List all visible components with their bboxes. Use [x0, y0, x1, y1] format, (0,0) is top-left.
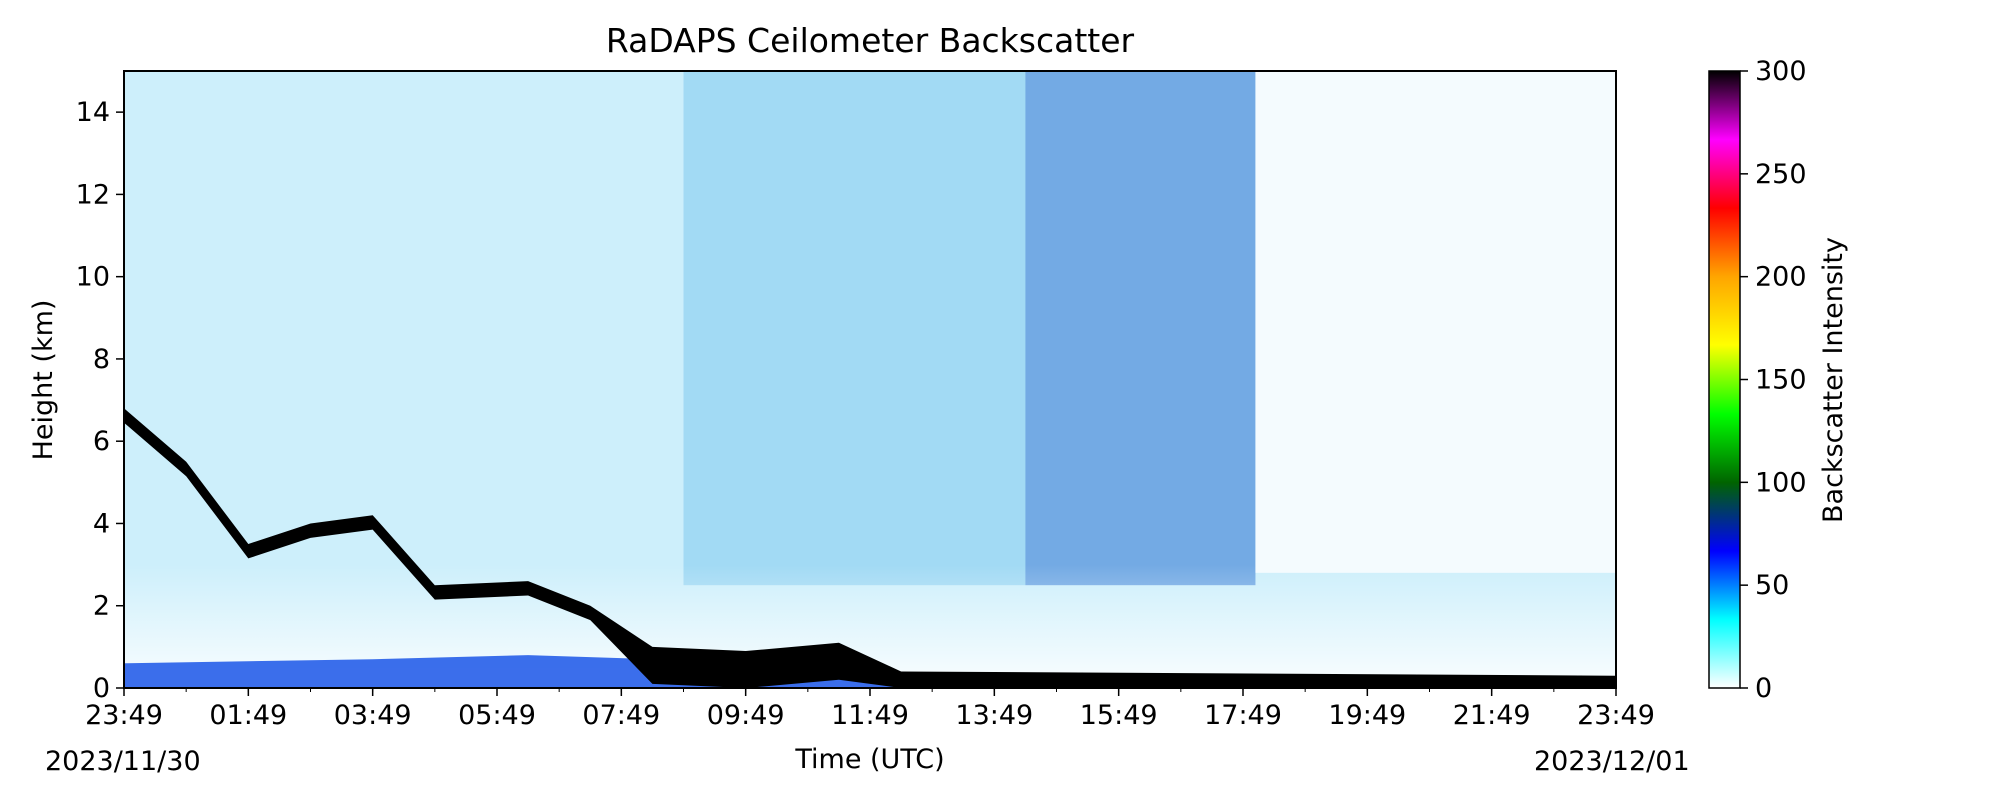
x-axis-label: Time (UTC)	[794, 744, 944, 775]
y-axis: 0 2 4 6 8 10 12 14	[76, 97, 124, 704]
x-tick-label: 07:49	[582, 700, 660, 731]
x-tick-label: 03:49	[334, 700, 412, 731]
colorbar-tick-label: 100	[1755, 467, 1807, 498]
y-tick-label: 2	[93, 591, 110, 622]
end-date-label: 2023/12/01	[1534, 746, 1690, 777]
noise-band	[683, 71, 1256, 586]
colorbar-tick-label: 0	[1755, 673, 1772, 704]
x-tick-label: 21:49	[1453, 700, 1531, 731]
colorbar-tick-label: 250	[1755, 159, 1807, 190]
x-tick-label: 23:49	[85, 700, 163, 731]
y-tick-label: 14	[76, 97, 110, 128]
colorbar-tick-label: 300	[1755, 56, 1807, 87]
x-tick-label: 05:49	[458, 700, 536, 731]
x-tick-label: 11:49	[831, 700, 909, 731]
chart-title: RaDAPS Ceilometer Backscatter	[606, 21, 1135, 60]
colorbar: 0 50 100 150 200 250 300	[1708, 56, 1807, 704]
colorbar-tick-label: 150	[1755, 365, 1807, 396]
colorbar-label: Backscatter Intensity	[1818, 237, 1849, 523]
x-tick-label: 01:49	[209, 700, 287, 731]
noise-band	[1025, 71, 1256, 586]
y-tick-label: 0	[93, 673, 110, 704]
x-tick-label: 15:49	[1080, 700, 1158, 731]
backscatter-heatmap	[124, 71, 1616, 688]
colorbar-tick-label: 50	[1755, 570, 1789, 601]
colorbar-ticks: 0 50 100 150 200 250 300	[1740, 56, 1807, 704]
y-tick-label: 8	[93, 344, 110, 375]
colorbar-tick-label: 200	[1755, 262, 1807, 293]
y-tick-label: 12	[76, 179, 110, 210]
y-tick-label: 4	[93, 508, 110, 539]
y-tick-label: 10	[76, 262, 110, 293]
x-tick-label: 09:49	[707, 700, 785, 731]
colorbar-gradient	[1708, 70, 1741, 689]
x-tick-label: 23:49	[1577, 700, 1655, 731]
y-tick-label: 6	[93, 426, 110, 457]
x-axis: 23:49 01:49 03:49 05:49 07:49 09:49 11:49 13:49…	[85, 688, 1655, 731]
clear-period	[1255, 71, 1616, 573]
plot-area	[123, 70, 1617, 689]
start-date-label: 2023/11/30	[45, 746, 201, 777]
x-tick-label: 19:49	[1328, 700, 1406, 731]
x-tick-label: 13:49	[955, 700, 1033, 731]
y-axis-label: Height (km)	[28, 300, 59, 461]
x-tick-label: 17:49	[1204, 700, 1282, 731]
